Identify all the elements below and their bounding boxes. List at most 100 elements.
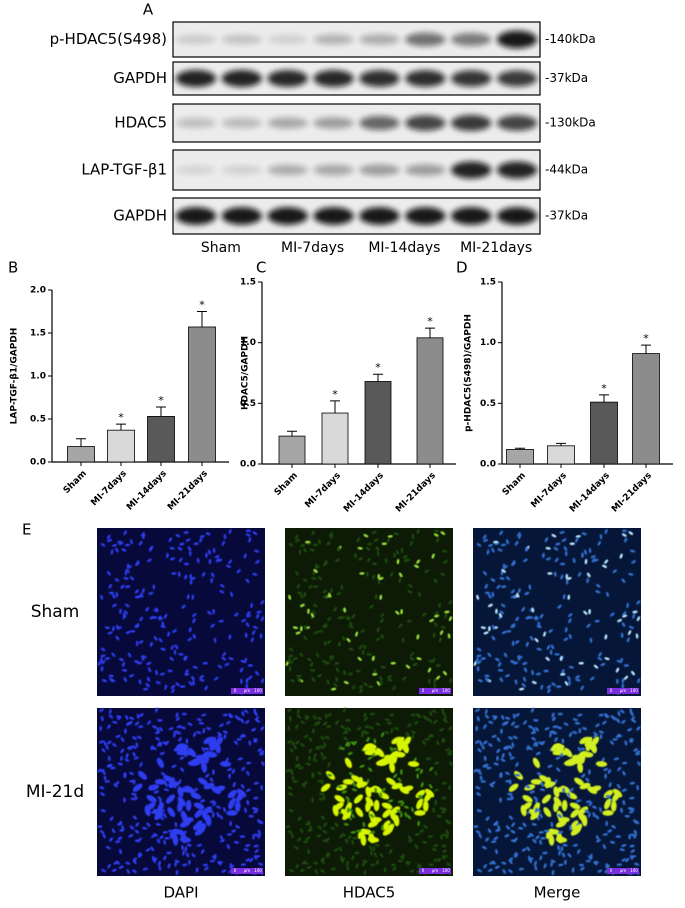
nucleus (345, 719, 351, 722)
nucleus (320, 779, 324, 785)
nucleus (572, 557, 576, 564)
nucleus (108, 709, 112, 715)
nucleus (300, 626, 303, 632)
nucleus (598, 730, 604, 734)
nucleus (155, 680, 161, 685)
nucleus (483, 755, 487, 762)
nucleus (523, 558, 528, 563)
nucleus (111, 828, 116, 834)
nucleus (556, 832, 563, 844)
error-bar (599, 394, 609, 403)
nucleus (421, 740, 426, 745)
nucleus (241, 711, 245, 717)
nucleus (478, 833, 482, 839)
nucleus (296, 709, 300, 715)
nucleus (515, 616, 520, 622)
nucleus (540, 782, 544, 787)
nucleus (477, 679, 483, 683)
nucleus (501, 753, 505, 759)
nucleus (568, 613, 573, 618)
band (313, 117, 354, 129)
nucleus (527, 747, 533, 750)
nucleus (548, 834, 555, 846)
nucleus (569, 825, 572, 831)
nucleus (100, 809, 106, 813)
significance-mark: * (118, 411, 124, 424)
nucleus (517, 532, 521, 537)
nucleus (505, 539, 509, 545)
nucleus (100, 666, 104, 672)
nucleus (149, 785, 155, 789)
nucleus (338, 846, 343, 852)
nucleus (441, 781, 447, 785)
nucleus (255, 719, 260, 723)
band (451, 115, 492, 131)
nucleus (380, 680, 383, 686)
nucleus (129, 539, 133, 545)
nucleus (117, 715, 122, 721)
blot-row-label: GAPDH (113, 69, 167, 87)
nucleus (369, 830, 375, 834)
nucleus (487, 594, 492, 599)
nucleus (303, 840, 309, 844)
nucleus (535, 672, 541, 676)
nucleus (523, 720, 528, 725)
nucleus (132, 736, 137, 740)
nucleus (635, 752, 641, 756)
nucleus (185, 538, 191, 542)
blot-size-label: -140kDa (545, 32, 596, 46)
nucleus (223, 734, 227, 740)
nucleus (587, 572, 591, 578)
nucleus (310, 669, 316, 672)
nucleus (532, 727, 536, 733)
nucleus (397, 777, 402, 782)
nucleus (226, 564, 231, 568)
nucleus (421, 840, 428, 844)
nucleus (187, 546, 192, 551)
nucleus (100, 654, 106, 658)
scale-bar-label: 0 (234, 868, 237, 873)
nucleus (534, 865, 538, 871)
nucleus (513, 852, 518, 857)
nucleus (514, 541, 519, 546)
nucleus (551, 716, 556, 722)
nucleus (364, 748, 376, 755)
nucleus (399, 812, 403, 818)
nucleus (408, 583, 413, 588)
nucleus (135, 822, 140, 827)
nucleus (160, 772, 166, 776)
nucleus (107, 571, 111, 576)
nucleus (569, 802, 581, 810)
nucleus (245, 844, 251, 848)
nucleus (187, 747, 197, 758)
nucleus (549, 730, 555, 734)
nucleus (134, 839, 140, 843)
nucleus (351, 855, 355, 861)
nucleus (427, 835, 433, 838)
nucleus (306, 865, 312, 869)
nucleus (560, 846, 564, 852)
nucleus (359, 572, 365, 575)
band (221, 117, 262, 129)
nucleus (245, 788, 251, 792)
nucleus (174, 743, 185, 752)
nucleus (335, 558, 340, 563)
nucleus (400, 547, 404, 554)
nucleus (320, 857, 325, 862)
nucleus (106, 534, 111, 540)
nucleus (251, 728, 256, 732)
nucleus (130, 797, 136, 801)
nucleus (555, 542, 561, 546)
nucleus (443, 670, 447, 676)
nucleus (415, 767, 421, 772)
nucleus (375, 637, 381, 642)
nucleus (117, 836, 123, 841)
nucleus (247, 664, 253, 667)
significance-mark: * (158, 394, 164, 407)
nucleus (512, 713, 516, 719)
band (221, 34, 262, 45)
nucleus (378, 758, 390, 765)
nucleus (604, 559, 609, 564)
nucleus (442, 854, 446, 860)
